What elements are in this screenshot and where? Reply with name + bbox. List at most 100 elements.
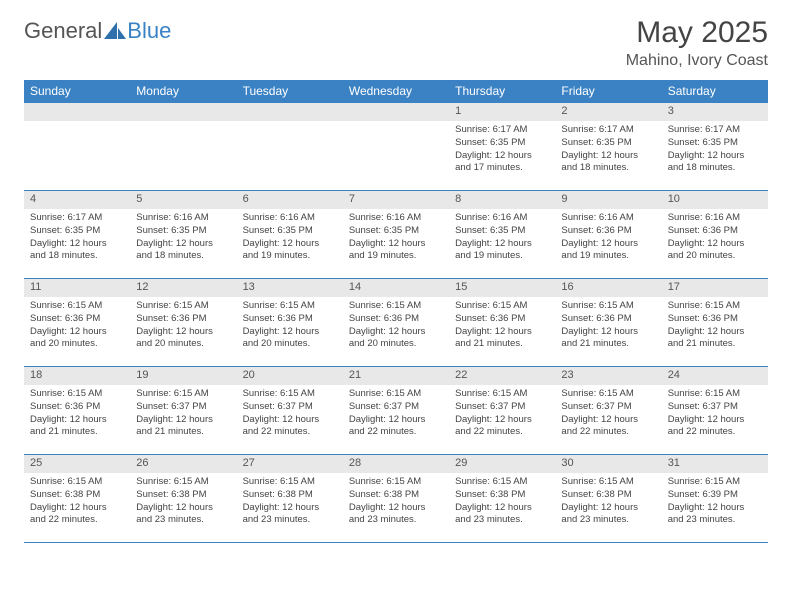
day-details: Sunrise: 6:15 AMSunset: 6:36 PMDaylight:… — [24, 385, 130, 443]
day-details: Sunrise: 6:15 AMSunset: 6:37 PMDaylight:… — [662, 385, 768, 443]
calendar-day-cell: 4Sunrise: 6:17 AMSunset: 6:35 PMDaylight… — [24, 191, 130, 279]
sunrise-text: Sunrise: 6:15 AM — [349, 300, 443, 313]
calendar-week-row: 25Sunrise: 6:15 AMSunset: 6:38 PMDayligh… — [24, 455, 768, 543]
sunset-text: Sunset: 6:37 PM — [243, 401, 337, 414]
calendar-day-cell: 15Sunrise: 6:15 AMSunset: 6:36 PMDayligh… — [449, 279, 555, 367]
sunset-text: Sunset: 6:36 PM — [668, 225, 762, 238]
calendar-day-cell: 23Sunrise: 6:15 AMSunset: 6:37 PMDayligh… — [555, 367, 661, 455]
day-details: Sunrise: 6:16 AMSunset: 6:35 PMDaylight:… — [343, 209, 449, 267]
daylight-text: Daylight: 12 hours and 19 minutes. — [243, 238, 337, 264]
calendar-day-cell: 24Sunrise: 6:15 AMSunset: 6:37 PMDayligh… — [662, 367, 768, 455]
sunset-text: Sunset: 6:38 PM — [349, 489, 443, 502]
day-number: 8 — [449, 191, 555, 209]
day-details: Sunrise: 6:15 AMSunset: 6:38 PMDaylight:… — [343, 473, 449, 531]
sunset-text: Sunset: 6:39 PM — [668, 489, 762, 502]
daylight-text: Daylight: 12 hours and 20 minutes. — [30, 326, 124, 352]
calendar-day-cell: 7Sunrise: 6:16 AMSunset: 6:35 PMDaylight… — [343, 191, 449, 279]
sunrise-text: Sunrise: 6:15 AM — [136, 388, 230, 401]
daylight-text: Daylight: 12 hours and 23 minutes. — [668, 502, 762, 528]
day-number — [24, 103, 130, 121]
daylight-text: Daylight: 12 hours and 22 minutes. — [30, 502, 124, 528]
day-details: Sunrise: 6:15 AMSunset: 6:36 PMDaylight:… — [555, 297, 661, 355]
logo-text-2: Blue — [127, 18, 171, 44]
calendar-day-cell: 25 Sunrise: 6:15 AMSunset: 6:38 PMDayligh… — [24, 455, 130, 543]
sunrise-text: Sunrise: 6:15 AM — [455, 300, 549, 313]
weekday-header: Saturday — [662, 80, 768, 103]
sunrise-text: Sunrise: 6:15 AM — [561, 300, 655, 313]
sunset-text: Sunset: 6:38 PM — [136, 489, 230, 502]
day-details: Sunrise: 6:17 AMSunset: 6:35 PMDaylight:… — [24, 209, 130, 267]
calendar-week-row: 1Sunrise: 6:17 AMSunset: 6:35 PMDaylight… — [24, 103, 768, 191]
day-details: Sunrise: 6:15 AMSunset: 6:38 PMDaylight:… — [130, 473, 236, 531]
calendar-day-cell — [24, 103, 130, 191]
calendar-day-cell — [343, 103, 449, 191]
sunset-text: Sunset: 6:37 PM — [455, 401, 549, 414]
day-details: Sunrise: 6:15 AMSunset: 6:36 PMDaylight:… — [130, 297, 236, 355]
sunset-text: Sunset: 6:35 PM — [243, 225, 337, 238]
day-number: 4 — [24, 191, 130, 209]
calendar-day-cell: 2Sunrise: 6:17 AMSunset: 6:35 PMDaylight… — [555, 103, 661, 191]
calendar-day-cell — [237, 103, 343, 191]
sunset-text: Sunset: 6:37 PM — [349, 401, 443, 414]
sunrise-text: Sunrise: 6:15 AM — [561, 388, 655, 401]
day-number: 25 — [24, 455, 130, 473]
weekday-header: Sunday — [24, 80, 130, 103]
daylight-text: Daylight: 12 hours and 20 minutes. — [243, 326, 337, 352]
sunrise-text: Sunrise: 6:15 AM — [561, 476, 655, 489]
day-details: Sunrise: 6:15 AMSunset: 6:37 PMDaylight:… — [130, 385, 236, 443]
day-number: 17 — [662, 279, 768, 297]
calendar-body: 1Sunrise: 6:17 AMSunset: 6:35 PMDaylight… — [24, 103, 768, 543]
day-number: 10 — [662, 191, 768, 209]
daylight-text: Daylight: 12 hours and 18 minutes. — [136, 238, 230, 264]
sunrise-text: Sunrise: 6:15 AM — [30, 300, 124, 313]
day-number: 28 — [343, 455, 449, 473]
sunset-text: Sunset: 6:37 PM — [136, 401, 230, 414]
calendar-day-cell — [130, 103, 236, 191]
daylight-text: Daylight: 12 hours and 23 minutes. — [455, 502, 549, 528]
daylight-text: Daylight: 12 hours and 18 minutes. — [668, 150, 762, 176]
day-number: 16 — [555, 279, 661, 297]
sunrise-text: Sunrise: 6:15 AM — [455, 388, 549, 401]
day-number: 1 — [449, 103, 555, 121]
location-subtitle: Mahino, Ivory Coast — [626, 52, 768, 70]
sunrise-text: Sunrise: 6:15 AM — [455, 476, 549, 489]
weekday-header: Thursday — [449, 80, 555, 103]
weekday-header: Monday — [130, 80, 236, 103]
day-details: Sunrise: 6:15 AMSunset: 6:37 PMDaylight:… — [237, 385, 343, 443]
day-details: Sunrise: 6:16 AMSunset: 6:35 PMDaylight:… — [237, 209, 343, 267]
calendar-day-cell: 6Sunrise: 6:16 AMSunset: 6:35 PMDaylight… — [237, 191, 343, 279]
calendar-day-cell: 28Sunrise: 6:15 AMSunset: 6:38 PMDayligh… — [343, 455, 449, 543]
day-details: Sunrise: 6:16 AMSunset: 6:36 PMDaylight:… — [662, 209, 768, 267]
sunrise-text: Sunrise: 6:15 AM — [349, 388, 443, 401]
calendar-table: Sunday Monday Tuesday Wednesday Thursday… — [24, 80, 768, 543]
calendar-day-cell: 1Sunrise: 6:17 AMSunset: 6:35 PMDaylight… — [449, 103, 555, 191]
sunset-text: Sunset: 6:36 PM — [561, 313, 655, 326]
day-number: 7 — [343, 191, 449, 209]
daylight-text: Daylight: 12 hours and 19 minutes. — [455, 238, 549, 264]
day-details: Sunrise: 6:15 AMSunset: 6:38 PMDaylight:… — [555, 473, 661, 531]
calendar-day-cell: 19Sunrise: 6:15 AMSunset: 6:37 PMDayligh… — [130, 367, 236, 455]
day-number: 9 — [555, 191, 661, 209]
title-block: May 2025 Mahino, Ivory Coast — [626, 18, 768, 70]
calendar-day-cell: 14Sunrise: 6:15 AMSunset: 6:36 PMDayligh… — [343, 279, 449, 367]
daylight-text: Daylight: 12 hours and 21 minutes. — [136, 414, 230, 440]
calendar-day-cell: 13Sunrise: 6:15 AMSunset: 6:36 PMDayligh… — [237, 279, 343, 367]
sunrise-text: Sunrise: 6:15 AM — [349, 476, 443, 489]
logo: General Blue — [24, 18, 171, 44]
day-details: Sunrise: 6:15 AMSunset: 6:37 PMDaylight:… — [343, 385, 449, 443]
sunrise-text: Sunrise: 6:17 AM — [561, 124, 655, 137]
sunrise-text: Sunrise: 6:15 AM — [30, 476, 124, 489]
day-number: 26 — [130, 455, 236, 473]
sunset-text: Sunset: 6:38 PM — [30, 489, 124, 502]
day-number: 11 — [24, 279, 130, 297]
daylight-text: Daylight: 12 hours and 23 minutes. — [136, 502, 230, 528]
sunset-text: Sunset: 6:36 PM — [455, 313, 549, 326]
day-details: Sunrise: 6:15 AMSunset: 6:36 PMDaylight:… — [662, 297, 768, 355]
sunset-text: Sunset: 6:36 PM — [30, 401, 124, 414]
day-details: Sunrise: 6:15 AMSunset: 6:36 PMDaylight:… — [343, 297, 449, 355]
daylight-text: Daylight: 12 hours and 19 minutes. — [349, 238, 443, 264]
calendar-week-row: 11Sunrise: 6:15 AMSunset: 6:36 PMDayligh… — [24, 279, 768, 367]
day-number: 13 — [237, 279, 343, 297]
day-number: 30 — [555, 455, 661, 473]
calendar-day-cell: 18Sunrise: 6:15 AMSunset: 6:36 PMDayligh… — [24, 367, 130, 455]
